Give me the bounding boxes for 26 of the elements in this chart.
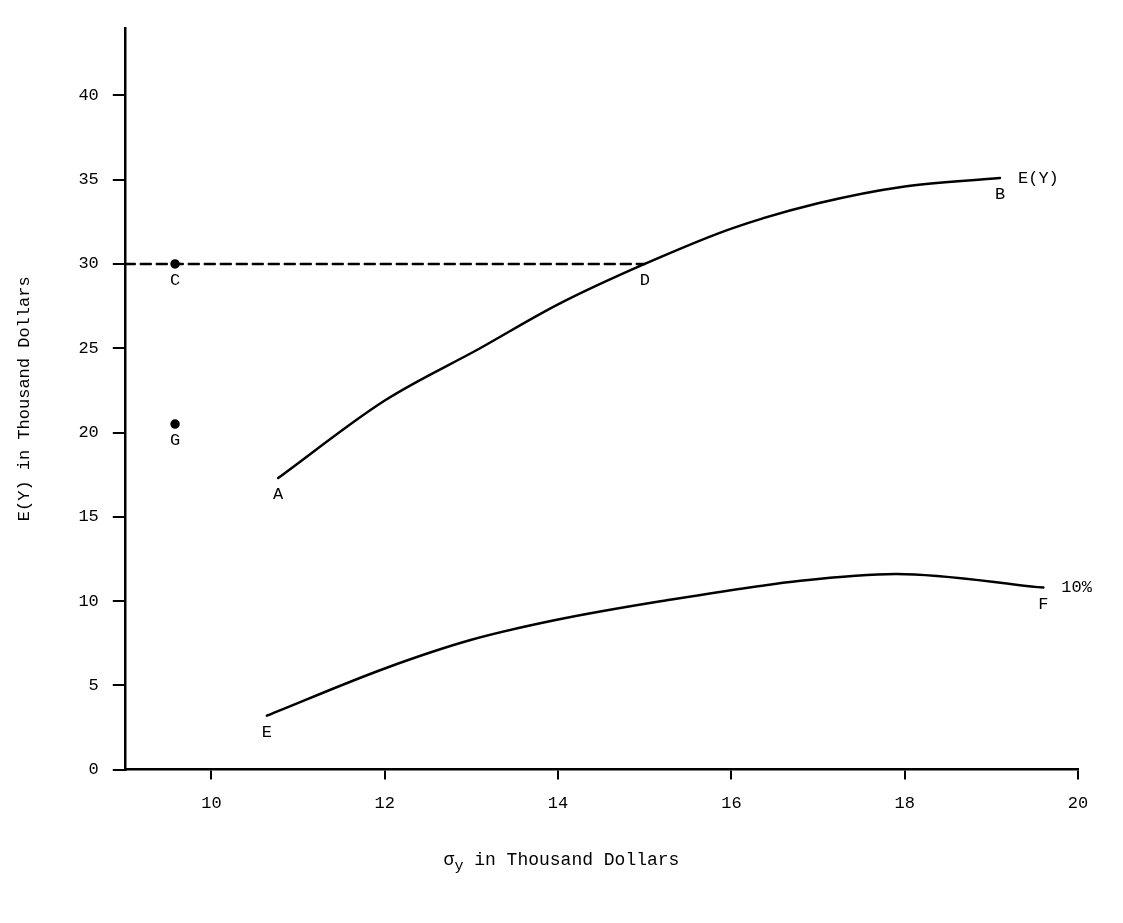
annotation: G bbox=[169, 431, 181, 451]
annotation: E bbox=[261, 722, 273, 742]
y-tick-label: 0 bbox=[88, 760, 99, 780]
y-tick-label: 30 bbox=[78, 254, 99, 274]
y-tick-label: 25 bbox=[78, 338, 99, 358]
y-tick-label: 40 bbox=[78, 85, 99, 105]
x-tick-label: 20 bbox=[1067, 794, 1089, 814]
annotation: F bbox=[1038, 594, 1049, 614]
annotation: B bbox=[994, 185, 1006, 205]
series-label: E(Y) bbox=[1018, 168, 1059, 188]
x-axis-title: σ$_{y}$ in Thousand Dollars bbox=[442, 850, 681, 875]
annotation: C bbox=[169, 270, 181, 290]
x-tick-label: 10 bbox=[201, 794, 222, 814]
x-tick-label: 16 bbox=[721, 794, 742, 814]
x-tick-label: 18 bbox=[894, 794, 915, 814]
x-tick-label: 14 bbox=[547, 794, 569, 814]
series-label: 10% bbox=[1061, 578, 1093, 598]
y-axis-title: E(Y) in Thousand Dollars bbox=[14, 276, 34, 522]
x-tick-label: 12 bbox=[374, 794, 395, 814]
y-tick-label: 5 bbox=[88, 675, 99, 695]
annotation: D bbox=[639, 270, 650, 290]
y-tick-label: 20 bbox=[78, 423, 99, 443]
y-tick-label: 35 bbox=[78, 170, 99, 190]
annotation: A bbox=[273, 485, 285, 505]
y-tick-label: 10 bbox=[78, 591, 99, 611]
y-tick-label: 15 bbox=[78, 507, 99, 527]
